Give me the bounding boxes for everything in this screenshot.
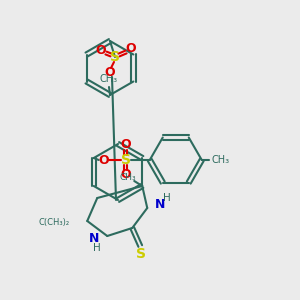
Text: CH₃: CH₃ [120,173,136,182]
Text: O: O [105,67,115,80]
Text: O: O [120,169,131,182]
Text: O: O [98,154,109,166]
Text: H: H [164,193,171,203]
Text: O: O [96,44,106,56]
Text: S: S [110,50,120,64]
Text: C(CH₃)₂: C(CH₃)₂ [38,218,69,227]
Text: N: N [89,232,99,244]
Text: H: H [93,243,101,253]
Text: S: S [121,153,131,167]
Text: N: N [155,199,166,212]
Text: CH₃: CH₃ [212,155,230,165]
Text: O: O [120,139,131,152]
Text: CH₃: CH₃ [100,74,118,84]
Text: S: S [136,247,146,261]
Text: O: O [126,43,136,56]
